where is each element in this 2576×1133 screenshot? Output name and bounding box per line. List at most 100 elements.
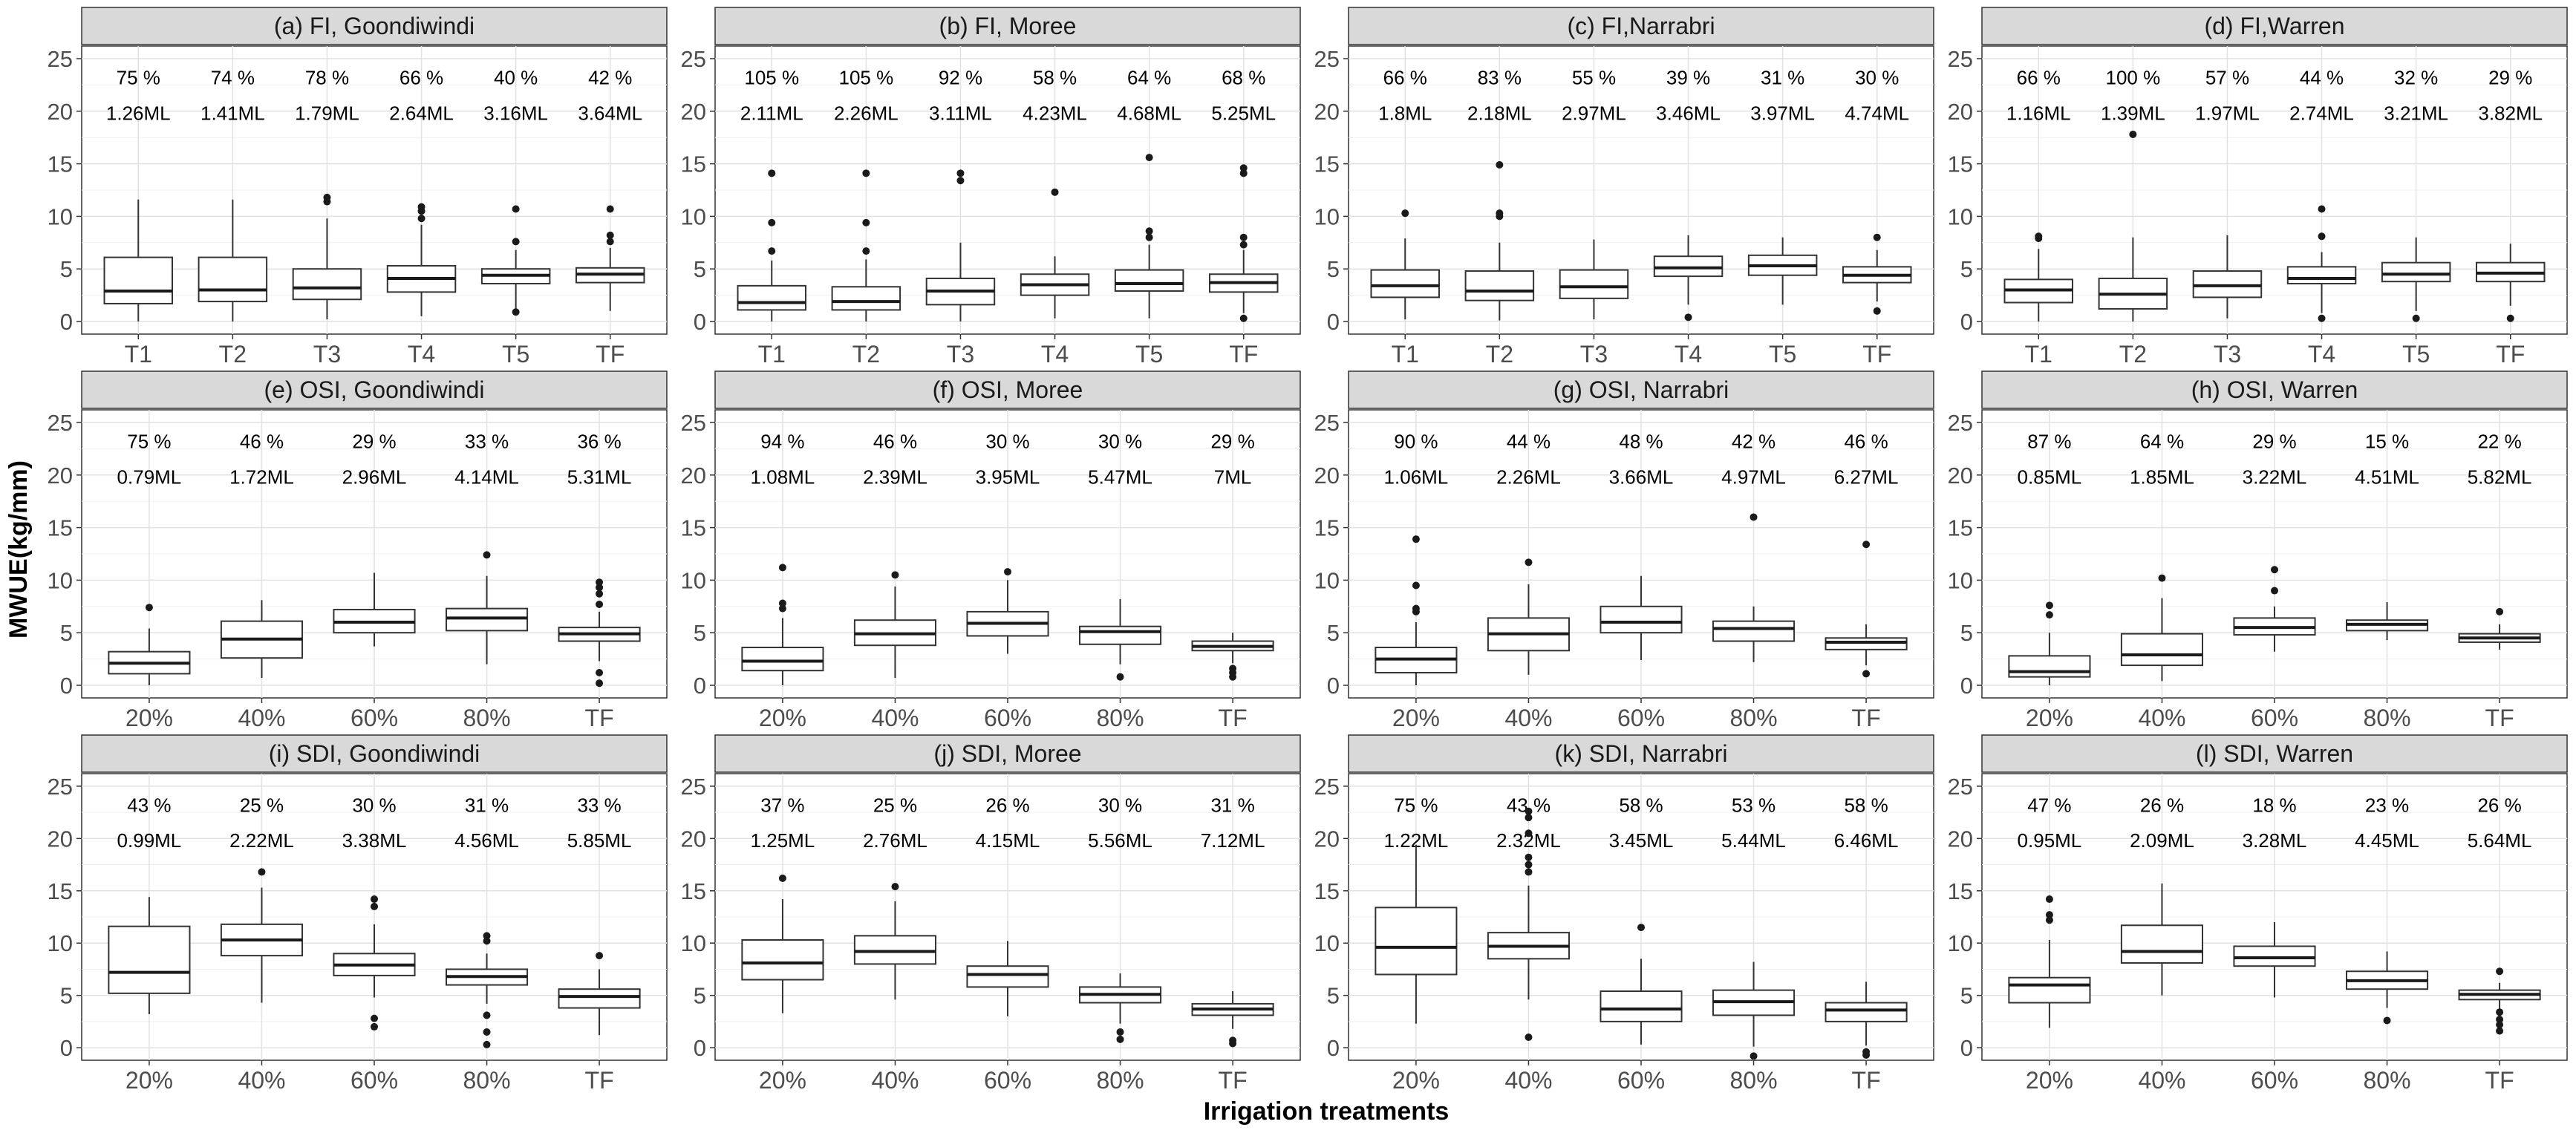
pct-annotation: 44 % — [2300, 66, 2344, 88]
outlier-point — [2271, 587, 2278, 595]
x-tick-label: 80% — [1730, 705, 1778, 731]
y-tick-label: 10 — [681, 567, 706, 593]
y-tick-label: 25 — [681, 46, 706, 72]
panel-title: (k) SDI, Narrabri — [1555, 740, 1728, 767]
outlier-point — [596, 584, 604, 592]
x-axis-title: Irrigation treatments — [1204, 1097, 1450, 1126]
y-tick-label: 5 — [694, 983, 706, 1009]
x-tick-label: T5 — [1769, 341, 1796, 368]
volume-annotation: 3.38ML — [342, 829, 407, 852]
pct-annotation: 92 % — [939, 66, 982, 88]
box-iqr — [2008, 655, 2091, 678]
panel-title: (b) FI, Moree — [939, 13, 1077, 39]
y-tick-label: 0 — [1327, 673, 1340, 699]
y-tick-label: 25 — [1314, 774, 1340, 800]
y-tick-label: 15 — [48, 878, 73, 904]
volume-annotation: 2.96ML — [342, 466, 407, 489]
y-tick-label: 15 — [1314, 878, 1340, 904]
volume-annotation: 2.11ML — [740, 102, 803, 125]
pct-annotation: 30 % — [1855, 66, 1899, 88]
outlier-point — [1750, 1052, 1758, 1060]
outlier-point — [1239, 233, 1248, 241]
panel-title: (a) FI, Goondiwindi — [274, 13, 475, 39]
outlier-point — [1239, 164, 1248, 172]
volume-annotation: 6.46ML — [1834, 829, 1899, 852]
box-iqr — [2120, 633, 2204, 667]
outlier-point — [2045, 916, 2053, 924]
x-tick-label: 60% — [984, 705, 1031, 731]
outlier-point — [2045, 601, 2053, 610]
x-tick-label: TF — [1862, 341, 1891, 368]
box-iqr — [966, 965, 1049, 988]
y-tick-label: 10 — [48, 930, 73, 956]
y-tick-label: 20 — [1314, 99, 1340, 125]
panel-title: (l) SDI, Warren — [2196, 740, 2353, 767]
y-tick-label: 25 — [48, 774, 73, 800]
y-tick-label: 25 — [48, 410, 73, 436]
box-iqr — [1600, 990, 1683, 1022]
outlier-point — [1401, 209, 1409, 218]
x-tick-label: T5 — [1135, 341, 1163, 368]
volume-annotation: 5.47ML — [1088, 466, 1152, 489]
y-tick-label: 25 — [48, 46, 73, 72]
pct-annotation: 29 % — [2252, 430, 2296, 452]
panel-strip — [1981, 734, 2568, 773]
volume-annotation: 3.95ML — [976, 466, 1040, 489]
volume-annotation: 0.85ML — [2018, 466, 2082, 489]
volume-annotation: 4.74ML — [1845, 102, 1909, 125]
pct-annotation: 58 % — [1844, 794, 1888, 816]
y-tick-label: 20 — [681, 99, 706, 125]
pct-annotation: 48 % — [1619, 430, 1663, 452]
pct-annotation: 25 % — [873, 794, 917, 816]
outlier-point — [1412, 604, 1420, 613]
outlier-point — [2045, 611, 2053, 619]
x-tick-label: 40% — [871, 1067, 919, 1094]
volume-annotation: 5.31ML — [567, 466, 632, 489]
outlier-point — [512, 205, 520, 213]
pct-annotation: 94 % — [760, 430, 804, 452]
y-tick-label: 0 — [1960, 673, 1973, 699]
pct-annotation: 83 % — [1478, 66, 1522, 88]
box-iqr — [1653, 255, 1724, 278]
volume-annotation: 2.97ML — [1562, 102, 1626, 125]
y-tick-label: 10 — [681, 203, 706, 229]
outlier-point — [596, 590, 604, 598]
volume-annotation: 4.68ML — [1117, 102, 1181, 125]
y-tick-label: 5 — [694, 256, 706, 282]
x-tick-label: 20% — [2026, 1067, 2073, 1094]
x-tick-label: 60% — [2251, 1067, 2298, 1094]
box-iqr — [292, 268, 362, 301]
outlier-point — [2496, 1016, 2504, 1024]
volume-annotation: 5.25ML — [1211, 102, 1276, 125]
outlier-point — [768, 169, 776, 177]
pct-annotation: 33 % — [577, 794, 621, 816]
y-tick-label: 10 — [48, 567, 73, 593]
pct-annotation: 39 % — [1666, 66, 1710, 88]
x-tick-label: 60% — [984, 1067, 1031, 1094]
y-axis-title: MWUE(kg/mm) — [4, 460, 33, 639]
volume-annotation: 2.39ML — [863, 466, 927, 489]
x-tick-label: 60% — [2251, 705, 2298, 731]
pct-annotation: 15 % — [2365, 430, 2409, 452]
volume-annotation: 1.97ML — [2195, 102, 2260, 125]
pct-annotation: 105 % — [744, 66, 799, 88]
y-tick-label: 10 — [681, 930, 706, 956]
y-tick-label: 20 — [1314, 826, 1340, 852]
outlier-point — [1412, 535, 1420, 543]
y-tick-label: 15 — [1314, 515, 1340, 541]
box-iqr — [1375, 907, 1458, 976]
pct-annotation: 26 % — [2477, 794, 2521, 816]
pct-annotation: 46 % — [873, 430, 917, 452]
box-iqr — [741, 938, 824, 981]
x-tick-label: T5 — [2402, 341, 2430, 368]
y-tick-label: 20 — [681, 463, 706, 489]
pct-annotation: 18 % — [2252, 794, 2296, 816]
pct-annotation: 46 % — [240, 430, 284, 452]
pct-annotation: 30 % — [1098, 430, 1142, 452]
box-iqr — [2008, 976, 2091, 1004]
outlier-point — [1229, 665, 1237, 673]
y-tick-label: 15 — [1948, 515, 1973, 541]
pct-annotation: 32 % — [2394, 66, 2438, 88]
panel-title: (i) SDI, Goondiwindi — [269, 740, 480, 767]
x-tick-label: TF — [2485, 705, 2514, 731]
